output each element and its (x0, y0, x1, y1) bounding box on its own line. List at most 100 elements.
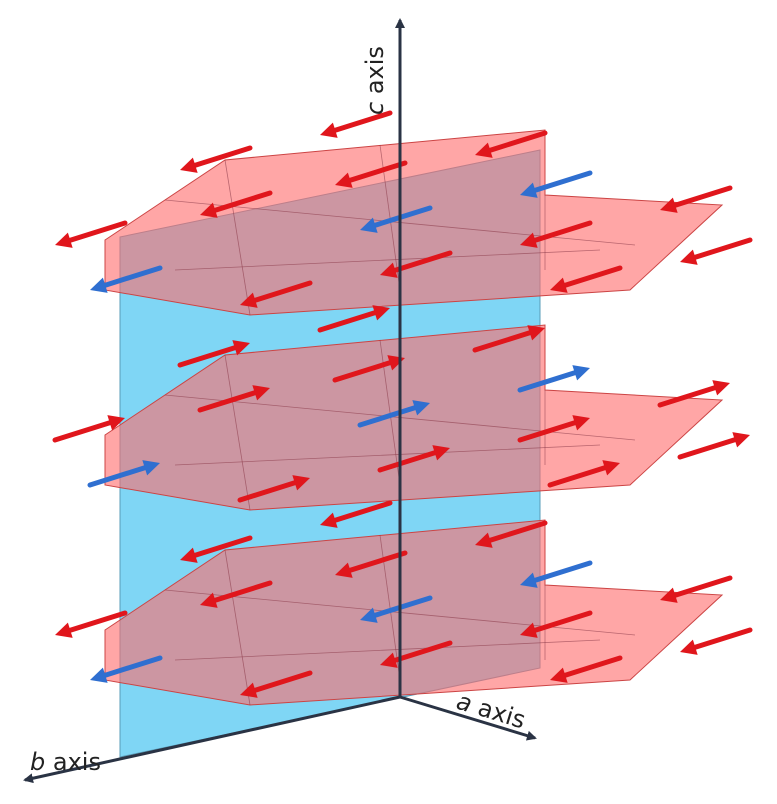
spin-arrow (335, 160, 408, 188)
arrow-head (520, 622, 538, 638)
arrow-head (180, 547, 198, 563)
layer-grid-line (174, 249, 601, 271)
spin-arrow (380, 250, 453, 278)
arrow-head (335, 172, 353, 188)
arrow-head (550, 667, 568, 683)
spin-arrow (520, 610, 593, 638)
spin-arrow (472, 325, 545, 353)
arrow-shaft (672, 185, 733, 208)
spin-arrow (520, 560, 593, 588)
arrow-head (680, 639, 698, 655)
arrow-shaft (532, 560, 593, 583)
spin-arrow (320, 500, 393, 528)
arrow-shaft (532, 610, 593, 633)
arrow-head (55, 232, 73, 248)
spin-arrow (680, 237, 753, 265)
arrow-shaft (332, 110, 393, 133)
arrow-head (712, 380, 730, 396)
arrow-shaft (192, 145, 253, 168)
spin-arrow (660, 575, 733, 603)
arrow-shaft (212, 580, 273, 603)
spin-arrow (240, 670, 313, 698)
arrow-head (520, 232, 538, 248)
spin-arrow (52, 415, 125, 443)
arrow-head (660, 587, 678, 603)
arrow-head (572, 365, 590, 381)
spin-layer (104, 129, 724, 316)
spin-arrow (87, 460, 160, 488)
arrow-shaft (377, 450, 438, 473)
c-axis-label: c axis (361, 46, 389, 115)
arrow-head (320, 122, 338, 138)
arrow-shaft (472, 330, 533, 353)
arrow-head (732, 432, 750, 448)
arrow-shaft (487, 130, 548, 153)
spin-arrow (320, 110, 393, 138)
spin-arrow (197, 385, 270, 413)
layer-grid-line (224, 159, 251, 316)
arrow-shaft (692, 627, 753, 650)
arrow-head (380, 262, 398, 278)
arrow-shaft (237, 480, 298, 503)
arrow-head (520, 572, 538, 588)
arrow-head (475, 142, 493, 158)
arrow-shaft (67, 220, 128, 243)
spin-arrow (517, 415, 590, 443)
axes: c axis a axis b axis (23, 18, 537, 784)
arrow-head (372, 305, 390, 321)
spin-arrow (517, 365, 590, 393)
arrow-shaft (102, 655, 163, 678)
arrow-head (335, 562, 353, 578)
arrow-shaft (517, 370, 578, 393)
arrow-head (107, 415, 125, 431)
spin-arrow (660, 185, 733, 213)
layer-grid-line (224, 354, 251, 511)
spin-arrow (550, 655, 623, 683)
arrow-head (292, 475, 310, 491)
arrow-shaft (372, 595, 433, 618)
spin-arrow (520, 220, 593, 248)
spin-arrow (475, 520, 548, 548)
arrow-head (380, 652, 398, 668)
arrow-head (680, 249, 698, 265)
arrow-head (602, 460, 620, 476)
arrow-shaft (672, 575, 733, 598)
arrow-head (550, 277, 568, 293)
spin-layer (104, 519, 724, 706)
spin-arrow (237, 475, 310, 503)
arrow-head (90, 667, 108, 683)
spin-arrow (55, 610, 128, 638)
spin-arrow (90, 655, 163, 683)
spin-arrow (360, 205, 433, 233)
layers (104, 129, 724, 706)
a-axis-line (399, 695, 537, 741)
spin-arrow (180, 145, 253, 173)
arrow-shaft (212, 190, 273, 213)
spin-layer (104, 324, 724, 511)
arrow-shaft (317, 310, 378, 333)
arrow-head (320, 512, 338, 528)
arrow-shaft (677, 437, 738, 460)
a-axis-label: a axis (453, 687, 529, 734)
arrow-shaft (252, 670, 313, 693)
arrow-shaft (372, 205, 433, 228)
spin-arrow (380, 640, 453, 668)
spin-arrow (357, 400, 430, 428)
arrow-shaft (657, 385, 718, 408)
spin-arrow (177, 340, 250, 368)
spin-arrow (317, 305, 390, 333)
arrow-shaft (547, 465, 608, 488)
arrow-head (240, 292, 258, 308)
arrow-shaft (52, 420, 113, 443)
spin-arrow (360, 595, 433, 623)
arrow-head (572, 415, 590, 431)
arrow-head (200, 592, 218, 608)
spin-arrow (520, 170, 593, 198)
layer-grid-line (174, 444, 601, 466)
spin-arrow (657, 380, 730, 408)
arrow-shaft (87, 465, 148, 488)
spin-arrow (180, 535, 253, 563)
spin-arrow (90, 265, 163, 293)
